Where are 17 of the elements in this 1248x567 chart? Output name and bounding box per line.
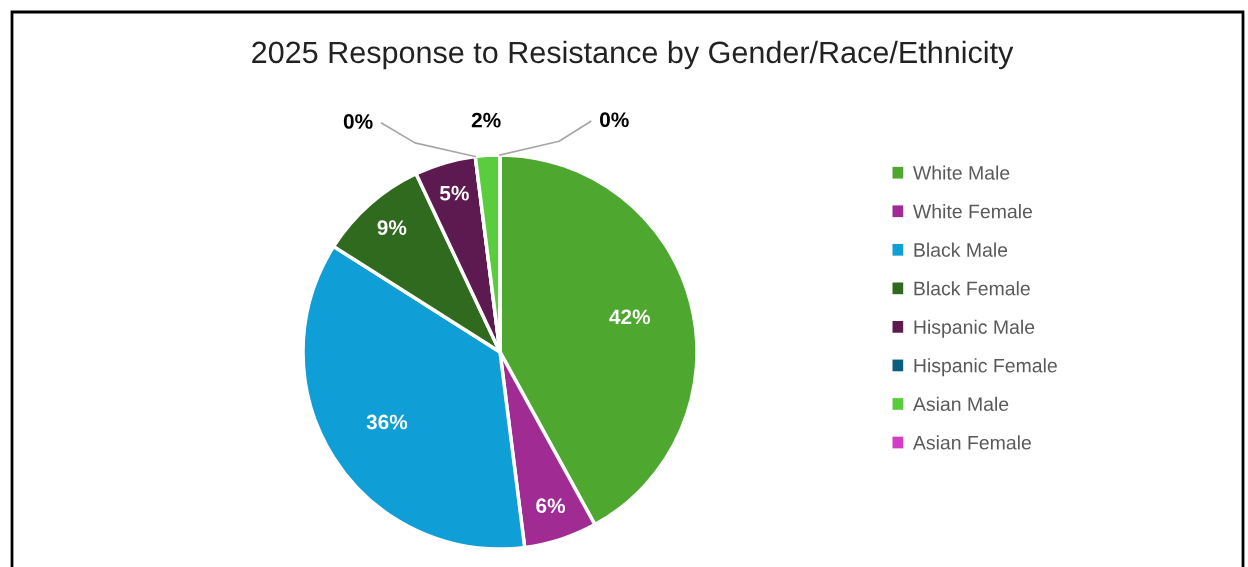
legend-label: Asian Male (912, 396, 1009, 412)
text: 0% (600, 112, 629, 128)
data-label: 42% (609, 309, 651, 325)
data-label: 9% (377, 220, 407, 235)
text: 0% (343, 114, 373, 129)
data-label: 6% (536, 498, 566, 514)
data-label: 2% (471, 112, 501, 128)
legend-label: White Female (913, 204, 1032, 219)
legend-label: Hispanic Female (914, 358, 1057, 377)
legend-label: White Male (913, 165, 1010, 180)
data-label: 36% (366, 414, 408, 430)
legend-label: Black Female (914, 281, 1030, 296)
data-label: 5% (439, 185, 469, 201)
legend-label: Black Male (914, 242, 1008, 257)
legend-label: Hispanic Male (914, 319, 1035, 338)
legend-label: Asian Female (912, 435, 1031, 450)
chart-title: 2025 Response to Resistance by Gender/Race/Ethnicity (252, 40, 1014, 70)
